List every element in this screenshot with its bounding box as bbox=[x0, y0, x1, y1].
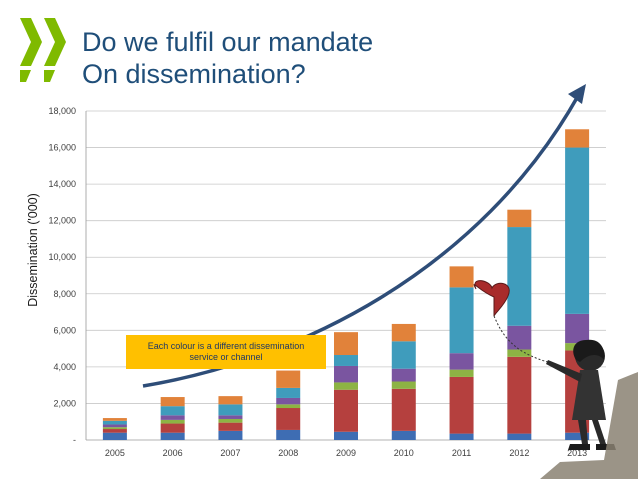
wall-texture bbox=[540, 372, 638, 479]
bar-segment-red bbox=[102, 429, 127, 433]
bar-segment-teal bbox=[391, 341, 416, 369]
bar-segment-green bbox=[102, 427, 127, 430]
bar-segment-green bbox=[507, 349, 532, 357]
bar-segment-red bbox=[218, 422, 243, 431]
bar-segment-blue bbox=[449, 433, 474, 440]
bar-segment-teal bbox=[507, 227, 532, 326]
bar-segment-red bbox=[160, 423, 185, 433]
bar-segment-orange bbox=[102, 418, 127, 421]
bar-segment-purple bbox=[102, 424, 127, 428]
bar-segment-blue bbox=[334, 431, 358, 440]
bar-segment-purple bbox=[507, 325, 532, 350]
bar-segment-purple bbox=[218, 415, 243, 419]
annotation-text: Each colour is a different dissemination… bbox=[147, 341, 305, 362]
bar-segment-red bbox=[449, 376, 474, 434]
title-line-1: Do we fulfil our mandate bbox=[82, 27, 374, 57]
bar-segment-blue bbox=[391, 430, 416, 440]
bar-segment-teal bbox=[565, 147, 590, 314]
x-tick-label: 2011 bbox=[452, 448, 471, 458]
bar-segment-green bbox=[218, 418, 243, 423]
bar-segment-red bbox=[334, 389, 358, 432]
growth-arrow bbox=[142, 95, 580, 388]
bar-segment-teal bbox=[334, 355, 358, 366]
bar-segment-purple bbox=[160, 415, 185, 420]
bar-segment-teal bbox=[160, 406, 185, 416]
x-tick-label: 2005 bbox=[105, 448, 125, 458]
y-tick-label: 6,000 bbox=[53, 325, 76, 335]
x-tick-label: 2009 bbox=[336, 448, 356, 458]
bar-segment-red bbox=[507, 356, 532, 434]
bar-segment-orange bbox=[218, 396, 243, 405]
y-tick-label: 14,000 bbox=[48, 179, 76, 189]
bar-segment-orange bbox=[565, 129, 590, 148]
bar-segment-purple bbox=[334, 365, 358, 383]
balloon-string bbox=[493, 315, 549, 363]
y-axis-title: Dissemination ('000) bbox=[26, 193, 40, 307]
x-tick-label: 2006 bbox=[163, 448, 183, 458]
bar-segment-purple bbox=[391, 368, 416, 382]
bar-segment-green bbox=[449, 369, 474, 377]
oecd-chevron-logo-icon bbox=[20, 18, 66, 82]
y-tick-label: 12,000 bbox=[48, 216, 76, 226]
bar-segment-green bbox=[334, 382, 358, 390]
girl-silhouette-icon bbox=[546, 339, 616, 450]
bar-segment-red bbox=[276, 408, 301, 430]
bar-segment-orange bbox=[160, 397, 185, 407]
bar-segment-teal bbox=[218, 404, 243, 416]
axis-layer: - 2,000 4,000 6,000 8,000 10,000 12,000 14,000 1… bbox=[26, 106, 587, 458]
bar-segment-purple bbox=[449, 353, 474, 370]
decoration-layer bbox=[142, 84, 638, 479]
y-tick-label: 2,000 bbox=[53, 398, 76, 408]
bar-segment-purple bbox=[565, 313, 590, 344]
bar-segment-teal bbox=[276, 387, 301, 398]
bar-segment-purple bbox=[276, 397, 301, 405]
y-tick-label: - bbox=[73, 435, 76, 445]
y-tick-label: 8,000 bbox=[53, 289, 76, 299]
bar-segment-blue bbox=[276, 429, 301, 440]
bar-segment-teal bbox=[449, 287, 474, 354]
annotation-callout: Each colour is a different dissemination… bbox=[126, 335, 326, 369]
heart-balloon-icon bbox=[473, 280, 510, 317]
y-tick-label: 18,000 bbox=[48, 106, 76, 116]
bar-segment-blue bbox=[218, 430, 243, 440]
x-tick-label: 2007 bbox=[220, 448, 240, 458]
bar-segment-orange bbox=[334, 332, 358, 356]
bar-segment-orange bbox=[449, 266, 474, 288]
bar-segment-red bbox=[391, 388, 416, 431]
growth-arrow-head-icon bbox=[568, 84, 586, 104]
y-tick-label: 10,000 bbox=[48, 252, 76, 262]
bar-segment-orange bbox=[507, 209, 532, 228]
bar-segment-blue bbox=[160, 432, 185, 440]
bar-segment-green bbox=[276, 404, 301, 409]
x-tick-label: 2008 bbox=[278, 448, 298, 458]
bar-segment-orange bbox=[391, 323, 416, 342]
y-tick-label: 16,000 bbox=[48, 143, 76, 153]
bar-segment-blue bbox=[565, 432, 590, 440]
bar-layer bbox=[102, 129, 590, 440]
x-tick-label: 2012 bbox=[509, 448, 529, 458]
slide-title: Do we fulfil our mandate On disseminatio… bbox=[82, 26, 582, 90]
bar-segment-green bbox=[391, 381, 416, 389]
bar-segment-teal bbox=[102, 420, 127, 425]
title-line-2: On dissemination? bbox=[82, 59, 306, 89]
bar-segment-green bbox=[160, 419, 185, 424]
oecd-logo bbox=[20, 18, 70, 99]
x-tick-label: 2013 bbox=[567, 448, 587, 458]
bar-segment-blue bbox=[507, 433, 532, 440]
bar-segment-blue bbox=[102, 432, 127, 440]
bar-segment-orange bbox=[276, 370, 301, 388]
y-tick-label: 4,000 bbox=[53, 362, 76, 372]
x-tick-label: 2010 bbox=[394, 448, 414, 458]
